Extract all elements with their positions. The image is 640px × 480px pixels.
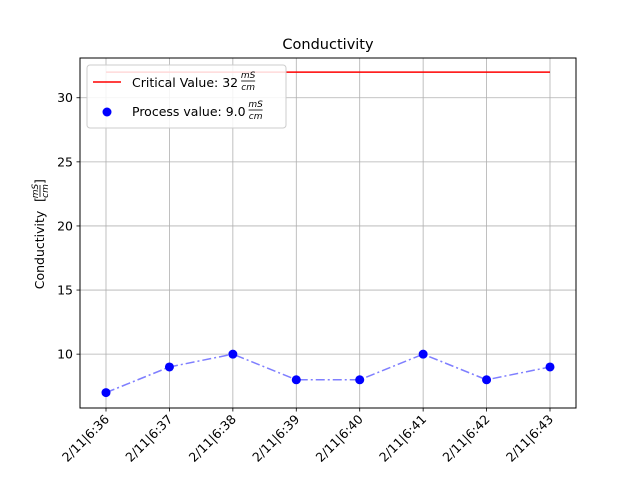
process-value-line bbox=[105, 353, 551, 394]
y-tick-label: 15 bbox=[57, 283, 73, 298]
y-axis-label: Conductivity [ mS cm ] bbox=[31, 179, 51, 289]
y-axis-unit-open-bracket: [ bbox=[32, 197, 47, 202]
legend-process-unit-denominator: cm bbox=[249, 112, 263, 122]
legend-item-critical: Critical Value: 32 mS cm bbox=[93, 71, 256, 93]
process-value-point bbox=[418, 349, 428, 359]
series-layer bbox=[101, 71, 555, 398]
y-tick-label: 10 bbox=[57, 347, 73, 362]
process-value-point bbox=[545, 362, 555, 372]
y-axis-unit-denominator: cm bbox=[41, 184, 51, 198]
y-axis-title: Conductivity bbox=[32, 210, 47, 289]
legend: Critical Value: 32 mS cm Process value: … bbox=[86, 64, 287, 129]
process-value-point bbox=[228, 349, 238, 359]
process-value-point bbox=[291, 375, 301, 385]
legend-critical-unit-denominator: cm bbox=[241, 83, 255, 93]
y-tick-label: 20 bbox=[57, 218, 73, 233]
legend-process-unit-numerator: mS bbox=[248, 100, 263, 110]
process-value-point bbox=[101, 388, 111, 398]
legend-item-process: Process value: 9.0 mS cm bbox=[102, 100, 263, 122]
legend-process-label: Process value: 9.0 bbox=[132, 104, 246, 119]
legend-critical-unit-numerator: mS bbox=[241, 71, 256, 81]
process-value-point bbox=[482, 375, 492, 385]
y-axis-unit-numerator: mS bbox=[31, 183, 41, 198]
legend-process-marker bbox=[102, 107, 112, 117]
y-tick-label: 25 bbox=[57, 154, 73, 169]
process-value-point bbox=[355, 375, 365, 385]
plot-frame bbox=[79, 57, 577, 409]
y-tick-label: 30 bbox=[57, 90, 73, 105]
y-axis: 10 15 20 25 30 bbox=[57, 90, 80, 362]
chart-title: Conductivity bbox=[282, 37, 374, 53]
process-value-point bbox=[164, 362, 174, 372]
legend-box bbox=[86, 64, 287, 129]
legend-critical-label: Critical Value: 32 bbox=[132, 75, 238, 90]
y-axis-unit-close-bracket: ] bbox=[32, 179, 47, 184]
